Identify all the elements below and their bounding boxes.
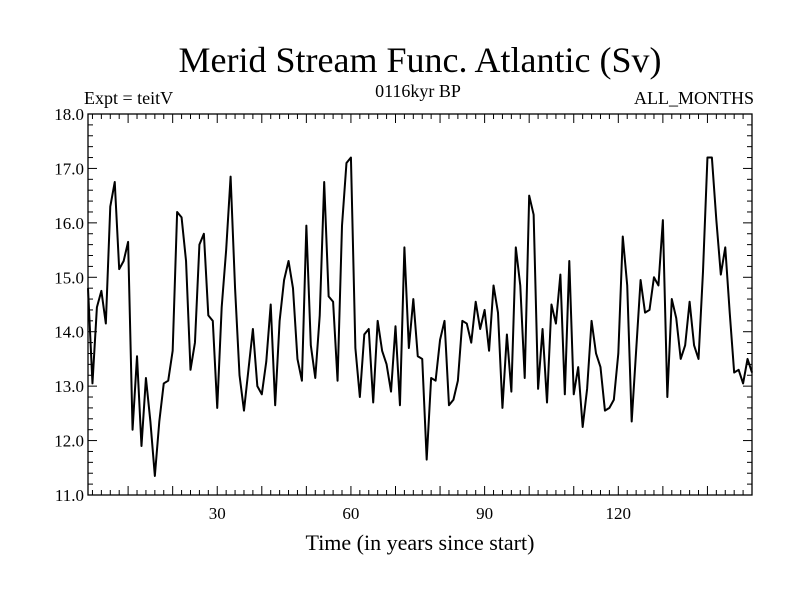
series-group [87,156,753,477]
y-axis: 11.0 12.0 13.0 14.0 15.0 16.0 17.0 18.0 [54,105,752,505]
series-line [87,156,753,477]
x-tick-label: 60 [342,504,359,523]
y-tick-label: 17.0 [54,159,84,178]
y-tick-label: 12.0 [54,432,84,451]
x-tick-label: 30 [209,504,226,523]
y-tick-label: 18.0 [54,105,84,124]
subtitle-months: ALL_MONTHS [634,88,754,108]
y-tick-label: 15.0 [54,268,84,287]
y-tick-label: 14.0 [54,323,84,342]
x-axis: 30 60 90 120 [91,114,753,523]
x-axis-label: Time (in years since start) [306,530,535,555]
subtitle-expt: Expt = teitV [84,88,173,108]
x-tick-label: 90 [476,504,493,523]
x-tick-label: 120 [606,504,632,523]
y-tick-label: 13.0 [54,377,84,396]
subtitle-period: 0116kyr BP [375,81,461,101]
y-tick-label: 11.0 [55,486,84,505]
y-tick-label: 16.0 [54,214,84,233]
chart-title: Merid Stream Func. Atlantic (Sv) [179,40,662,80]
